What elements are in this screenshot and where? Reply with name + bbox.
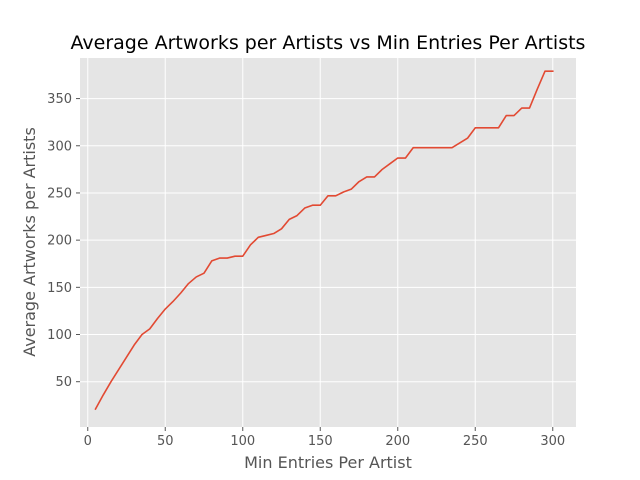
x-tick-label: 200 (385, 434, 410, 449)
x-tick-label: 250 (463, 434, 488, 449)
y-gridlines (76, 98, 576, 383)
y-axis-label: Average Artworks per Artists (20, 127, 39, 357)
x-tick-label: 100 (230, 434, 255, 449)
y-tick-label: 350 (47, 92, 72, 107)
y-tick-label: 250 (47, 186, 72, 201)
x-tick-label: 0 (84, 434, 92, 449)
x-axis-label: Min Entries Per Artist (244, 453, 412, 472)
y-tick-label: 300 (47, 139, 72, 154)
x-tick-label: 50 (157, 434, 174, 449)
x-gridlines (87, 58, 554, 431)
x-tick-labels: 0 50 100 150 200 250 300 (84, 434, 566, 449)
x-tick-label: 150 (308, 434, 333, 449)
series-layer (94, 70, 554, 411)
series-line (94, 70, 554, 411)
x-tick-label: 300 (540, 434, 565, 449)
y-tick-label: 50 (55, 375, 72, 390)
y-tick-labels: 50 100 150 200 250 300 350 (47, 92, 72, 390)
y-tick-label: 200 (47, 234, 72, 249)
plot-background (80, 58, 576, 427)
y-tick-label: 150 (47, 281, 72, 296)
chart-title: Average Artworks per Artists vs Min Entr… (71, 32, 586, 54)
y-tick-label: 100 (47, 328, 72, 343)
